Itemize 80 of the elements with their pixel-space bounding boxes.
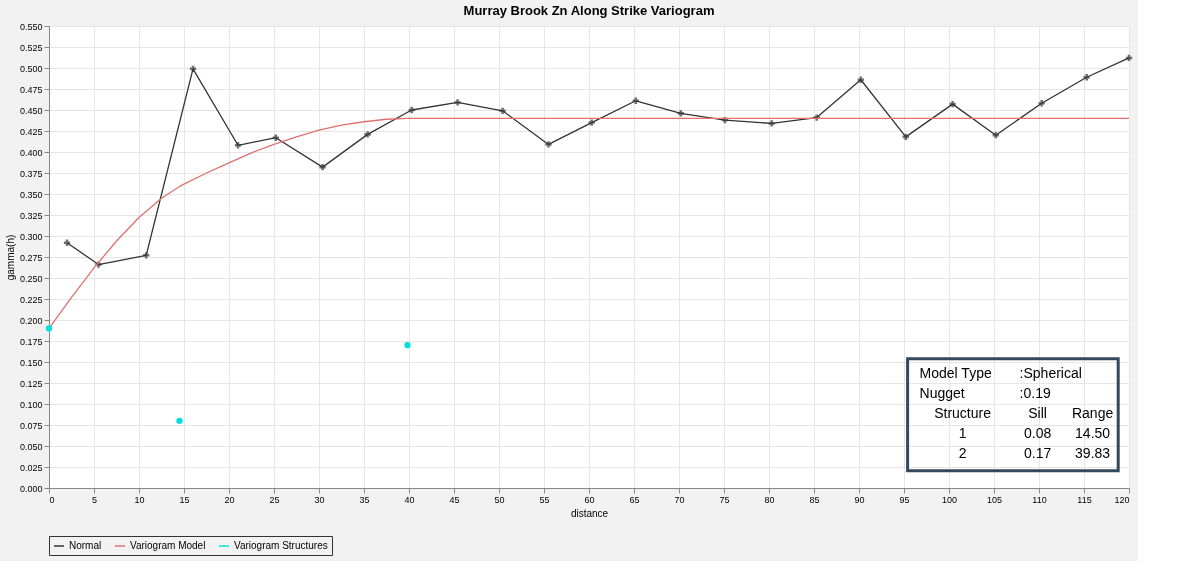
y-tick-label: 0.500 [19, 63, 43, 74]
x-tick-label: 25 [269, 494, 280, 505]
x-tick-label: 45 [449, 494, 460, 505]
y-tick-label: 0.225 [19, 294, 43, 305]
y-tick-label: 0.025 [19, 462, 43, 473]
text: Model Type :Spherical [919, 364, 1082, 381]
x-tick-label: 0 [49, 494, 55, 505]
point [545, 141, 552, 148]
chart-title: Murray Brook Zn Along Strike Variogram [463, 3, 715, 18]
point [632, 97, 639, 104]
point [45, 325, 53, 332]
legend-label: Variogram Model [130, 540, 206, 551]
point [63, 239, 71, 246]
point [857, 76, 864, 83]
y-tick-label: 0.450 [19, 105, 43, 116]
x-tick-label: 30 [314, 494, 325, 505]
y-tick-label: 0.275 [19, 252, 43, 263]
x-tick-label: 75 [719, 494, 730, 505]
x-tick-label: 95 [899, 494, 910, 505]
point [677, 110, 684, 117]
point [499, 107, 506, 114]
point [176, 417, 183, 424]
x-tick-label: 65 [629, 494, 640, 505]
y-tick-label: 0.100 [19, 399, 43, 410]
y-tick-label: 0.375 [19, 168, 43, 179]
x-tick-label: 60 [584, 494, 595, 505]
point [364, 131, 371, 138]
point [408, 106, 415, 114]
y-tick-label: 0.425 [19, 126, 43, 137]
text: 1 0.08 14.50 [958, 424, 1111, 441]
point [949, 100, 956, 108]
y-tick-label: 0.175 [19, 336, 43, 347]
y-tick-label: 0.200 [19, 315, 43, 326]
x-tick-label: 55 [539, 494, 550, 505]
x-tick-label: 90 [854, 494, 865, 505]
y-tick-label: 0.550 [19, 21, 43, 32]
x-tick-label: 70 [674, 494, 685, 505]
y-tick-label: 0.250 [19, 273, 43, 284]
x-tick-label: 105 [986, 494, 1003, 505]
point [319, 163, 326, 171]
text: Structure Sill Range [934, 404, 1114, 421]
point [404, 342, 411, 349]
y-tick-label: 0.150 [19, 357, 43, 368]
x-tick-label: 10 [134, 494, 145, 505]
y-tick-label: 0.000 [19, 483, 43, 494]
point [272, 134, 279, 141]
point [1038, 100, 1045, 107]
text: Nugget :0.19 [919, 384, 1051, 401]
x-tick-label: 85 [809, 494, 820, 505]
x-tick-label: 50 [494, 494, 505, 505]
point [1083, 74, 1090, 81]
x-tick-label: 15 [179, 494, 190, 505]
x-axis-title: distance [570, 507, 609, 519]
text: 2 0.17 39.83 [958, 444, 1111, 461]
x-tick-label: 20 [224, 494, 235, 505]
x-tick-label: 120 [1114, 494, 1130, 505]
point [143, 252, 150, 259]
y-tick-label: 0.075 [19, 420, 43, 431]
y-tick-label: 0.300 [19, 231, 43, 242]
y-tick-label: 0.350 [19, 189, 43, 200]
legend-label: Variogram Structures [234, 540, 328, 551]
point [454, 99, 461, 106]
y-tick-label: 0.475 [19, 84, 43, 95]
x-tick-label: 5 [91, 494, 98, 505]
x-tick-label: 40 [404, 494, 415, 505]
legend-label: Normal [69, 540, 102, 551]
y-tick-label: 0.325 [19, 210, 43, 221]
x-tick-label: 80 [764, 494, 775, 505]
y-tick-label: 0.050 [19, 441, 43, 452]
y-tick-label: 0.525 [19, 42, 43, 53]
x-tick-label: 35 [359, 494, 370, 505]
y-axis-title: gamma(h) [4, 234, 16, 281]
point [234, 142, 242, 149]
point [588, 119, 595, 126]
y-tick-label: 0.125 [19, 378, 43, 389]
x-tick-label: 100 [941, 494, 958, 505]
x-tick-label: 115 [1077, 494, 1092, 505]
x-tick-label: 110 [1032, 494, 1047, 505]
y-tick-label: 0.400 [19, 147, 43, 158]
point [768, 120, 775, 127]
